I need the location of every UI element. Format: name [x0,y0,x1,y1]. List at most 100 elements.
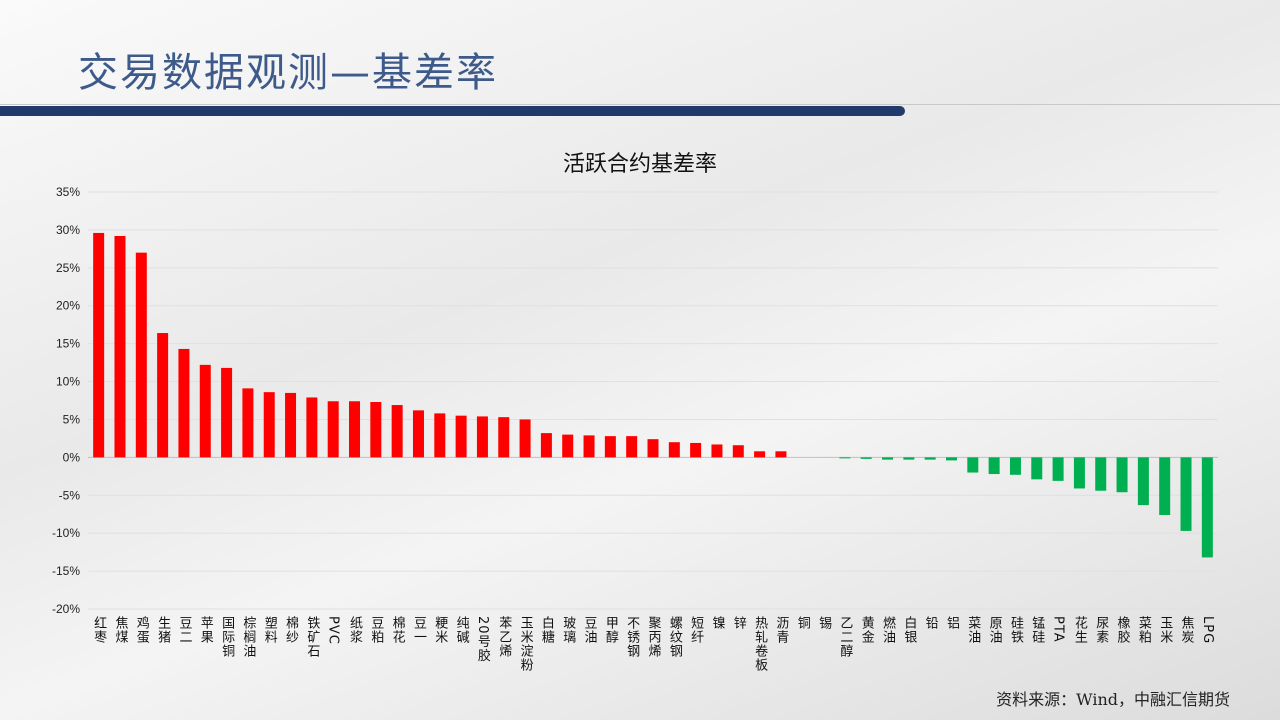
x-tick-label: 红枣 [91,615,107,644]
y-tick-label: -5% [59,488,81,502]
x-tick-label: 玻璃 [560,616,576,644]
x-tick-label: 焦炭 [1179,616,1195,644]
x-tick-label: 锰硅 [1029,616,1045,644]
bar [1137,457,1149,506]
header-bar [0,106,905,116]
x-tick-label: 豆二 [176,616,192,644]
bar [562,434,574,458]
bar [1009,457,1021,475]
bar [221,367,233,458]
bar [754,451,766,458]
bar [690,442,702,458]
bar [498,417,510,458]
x-tick-label: 黄金 [859,616,875,644]
bar [540,433,552,458]
bar [1116,457,1128,493]
x-tick-label: 苹果 [198,616,214,644]
bar [945,457,957,461]
x-tick-label: 菜油 [965,616,981,644]
x-tick-label: 白糖 [539,615,555,644]
bar [1073,457,1085,489]
x-tick-label: 塑料 [262,616,278,644]
x-tick-label: 玉米淀粉 [518,616,534,672]
source-note: 资料来源：Wind，中融汇信期货 [996,690,1230,709]
y-tick-label: 30% [56,223,80,237]
bar [967,457,979,473]
x-tick-label: 铜 [795,616,811,630]
x-tick-label: 焦煤 [112,616,128,644]
x-tick-label: 豆油 [582,616,598,644]
header-divider [0,104,1280,105]
y-tick-label: -15% [52,564,80,578]
bar [135,252,147,458]
x-tick-label: 甲醇 [603,616,619,644]
x-tick-label: 玉米 [1157,616,1173,644]
bar [1052,457,1064,481]
x-tick-label: 生猪 [155,616,171,644]
bar [924,457,936,460]
x-tick-label: 棕榈油 [240,616,256,658]
x-tick-label: 花生 [1072,615,1088,644]
bar [583,435,595,458]
bar [434,413,446,458]
bar [626,436,638,458]
x-tick-label: 菜粕 [1136,616,1152,644]
x-tick-label: 铝 [944,616,960,630]
bar [455,415,467,458]
bar [391,405,403,458]
bar [93,232,105,458]
bar [668,442,680,458]
bar [988,457,1000,475]
bar [157,333,169,458]
chart-title: 活跃合约基差率 [562,152,717,177]
x-tick-label: 螺纹钢 [667,616,683,658]
y-tick-label: 25% [56,261,80,275]
bar [349,401,361,458]
bar [306,397,318,458]
x-tick-label: 锌 [731,616,747,630]
x-tick-label: 镍 [709,616,725,630]
bar [114,235,126,458]
x-tick-label: 纯碱 [454,616,470,644]
x-tick-label: 不锈钢 [624,616,640,658]
x-tick-label: 鸡蛋 [134,615,150,644]
bar [370,402,382,458]
y-tick-label: 20% [56,299,80,313]
y-tick-label: -10% [52,526,80,540]
x-tick-label: 燃油 [880,615,896,644]
bar [860,457,872,459]
bar [285,392,297,458]
x-tick-label: 乙二醇 [837,616,853,658]
x-tick-label: 白银 [901,615,917,644]
bar [882,457,894,460]
y-tick-label: 15% [56,337,80,351]
x-tick-label: 短纤 [688,616,704,644]
bar [242,388,254,458]
bar [1095,457,1107,491]
bar [1031,457,1043,480]
bar [412,410,424,458]
bar [178,348,190,458]
y-tick-label: 10% [56,375,80,389]
x-tick-label: 硅铁 [1008,616,1024,644]
x-tick-label: 锡 [816,616,832,630]
bar [732,445,744,458]
y-tick-label: 5% [63,412,81,426]
x-tick-label: 棉花 [390,616,406,644]
bar [711,444,723,458]
x-tick-label: 20号胶 [475,616,491,663]
x-tick-label: 尿素 [1093,616,1109,644]
y-tick-label: -20% [52,602,80,616]
bar [1201,457,1213,558]
x-tick-label: 铁矿石 [304,616,320,658]
bar [903,457,915,460]
x-tick-label: 纸浆 [347,616,363,644]
x-tick-label: PVC [326,616,341,645]
bar [604,436,616,458]
x-tick-label: 豆粕 [368,616,384,644]
y-tick-label: 35% [56,185,80,199]
x-tick-label: 铅 [923,616,939,630]
bar [519,419,531,458]
bar [1159,457,1171,515]
